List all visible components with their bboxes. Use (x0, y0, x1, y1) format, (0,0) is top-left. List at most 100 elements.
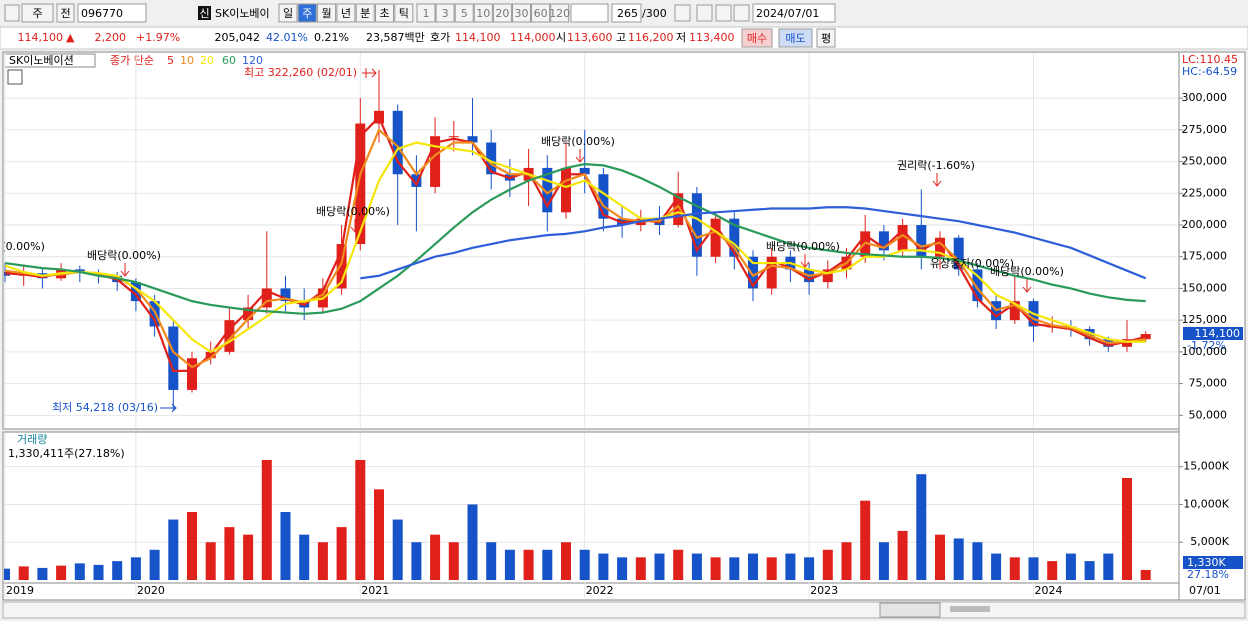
price-panel (2, 51, 1180, 430)
sell-button[interactable]: 매도 (785, 32, 805, 45)
current-price-box (1183, 327, 1243, 340)
sell-button-bg[interactable] (778, 28, 813, 48)
tool-icon[interactable] (715, 4, 732, 22)
quote-low-label: 저 (676, 31, 686, 44)
volume-bar (448, 542, 459, 580)
volume-bar (691, 553, 702, 580)
x-tick-label: 2020 (137, 584, 165, 597)
period-button-bg[interactable] (355, 3, 375, 23)
minute-button-bg[interactable] (492, 3, 512, 23)
avg-button[interactable]: 평 (821, 32, 831, 45)
table-icon[interactable] (7, 69, 23, 85)
candle-body (878, 231, 889, 251)
current-pct: -1.72% (1187, 339, 1226, 352)
event-arrow (120, 263, 130, 277)
minute-button[interactable]: 120 (549, 7, 570, 20)
candle-body (748, 256, 758, 289)
quote-open-label: 시 (556, 31, 566, 44)
scroll-controls[interactable] (879, 602, 941, 618)
volume-bar (56, 565, 67, 580)
minute-button-bg[interactable] (416, 3, 436, 23)
quote-volume: 205,042 (215, 31, 261, 44)
tool-icon[interactable] (696, 4, 713, 22)
date[interactable]: 2024/07/01 (756, 7, 819, 20)
unit-select[interactable] (570, 3, 609, 23)
period-button-bg[interactable] (336, 3, 356, 23)
tool-icon[interactable] (733, 4, 750, 22)
y-tick-label: 300,000 (1182, 91, 1228, 104)
minute-button[interactable]: 10 (476, 7, 490, 20)
minute-button[interactable]: 30 (515, 7, 529, 20)
volume-bar (579, 549, 590, 580)
period-button[interactable]: 월 (322, 7, 332, 20)
period-button[interactable]: 틱 (399, 7, 409, 20)
period-button-bg[interactable] (317, 3, 337, 23)
candle-body (729, 218, 740, 257)
minute-button[interactable]: 5 (461, 7, 468, 20)
minute-button-bg[interactable] (531, 3, 551, 23)
mode-button[interactable]: 전 (60, 7, 70, 20)
candle-body (187, 358, 197, 390)
quote-ask-label: 호가 (430, 31, 450, 44)
x-tick-label: 07/01 (1189, 584, 1221, 597)
current-volume: 1,330K (1187, 556, 1226, 569)
minute-button[interactable]: 20 (495, 7, 509, 20)
period-button-bg[interactable] (278, 3, 298, 23)
market-select[interactable]: 주 (32, 7, 42, 20)
count-box[interactable] (611, 3, 642, 23)
current-volume-pct: 27.18% (1187, 568, 1229, 581)
candle-body (972, 269, 983, 302)
quote-arrow: ▲ (66, 31, 75, 44)
scroll-thumb[interactable] (950, 606, 990, 612)
period-button[interactable]: 주 (302, 7, 312, 20)
avg-button-bg[interactable] (816, 28, 836, 48)
menu-icon[interactable] (4, 4, 20, 22)
candle-body (766, 256, 777, 289)
period-button-bg[interactable] (394, 3, 414, 23)
y-tick-label: 275,000 (1182, 123, 1228, 136)
code-input[interactable] (77, 3, 147, 23)
candle-body (897, 225, 908, 251)
minute-button-bg[interactable] (435, 3, 455, 23)
minute-button-bg[interactable] (512, 3, 531, 23)
volume-bar (224, 527, 235, 580)
volume-bar (729, 557, 740, 580)
period-button[interactable]: 년 (341, 7, 351, 20)
price-plot (4, 69, 1151, 410)
event-arrow (575, 149, 585, 163)
volume-bar (748, 553, 758, 580)
period-button[interactable]: 초 (379, 7, 389, 20)
candle-body (916, 225, 927, 257)
volume-bar (935, 534, 945, 580)
buy-button[interactable]: 매수 (747, 32, 767, 45)
y-tick-label: 10,000K (1183, 497, 1229, 510)
mode-button-bg[interactable] (56, 3, 75, 23)
code[interactable]: 096770 (81, 7, 123, 20)
low-arrow (160, 403, 177, 413)
quote-open: 113,600 (567, 31, 613, 44)
minute-button-bg[interactable] (454, 3, 474, 23)
minute-button-bg[interactable] (550, 3, 570, 23)
candle-body (1009, 301, 1020, 321)
volume-bar (205, 542, 216, 580)
volume-bar (149, 549, 160, 580)
scrollbar[interactable] (2, 601, 1246, 619)
date-box[interactable] (752, 3, 836, 23)
minute-button[interactable]: 60 (534, 7, 548, 20)
candle-body (486, 142, 497, 175)
tool-icon[interactable] (674, 4, 691, 22)
minute-button-bg[interactable] (473, 3, 493, 23)
minute-button[interactable]: 3 (442, 7, 449, 20)
y-tick-label: 125,000 (1182, 313, 1228, 326)
period-button-bg[interactable] (297, 3, 317, 23)
y-tick-label: 100,000 (1182, 345, 1228, 358)
period-button-bg[interactable] (375, 3, 394, 23)
event-arrow (800, 254, 810, 268)
buy-button-bg[interactable] (741, 28, 773, 48)
volume-bar (355, 460, 366, 580)
market-select-bg[interactable] (21, 3, 54, 23)
period-button[interactable]: 분 (360, 7, 370, 20)
minute-button[interactable]: 1 (423, 7, 430, 20)
count[interactable]: 265 (617, 7, 638, 20)
period-button[interactable]: 일 (283, 6, 293, 20)
